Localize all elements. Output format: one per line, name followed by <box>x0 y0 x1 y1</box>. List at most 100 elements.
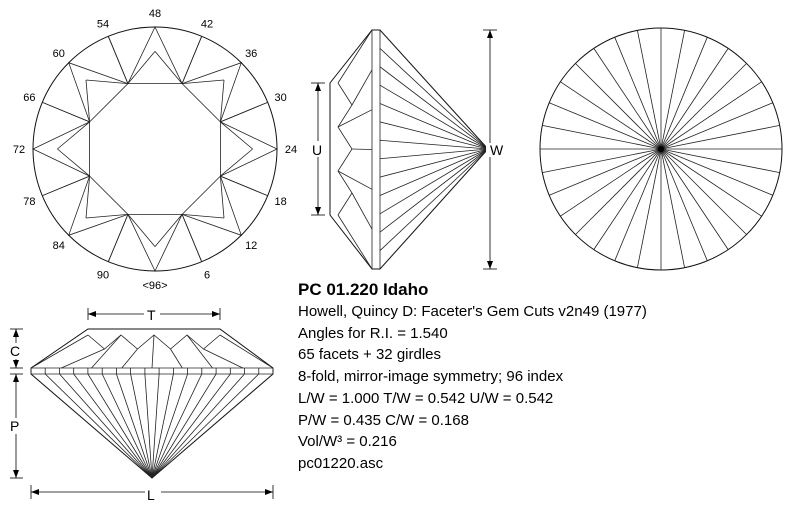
index-label: 66 <box>23 92 35 104</box>
pavilion-ray <box>379 148 489 160</box>
half-facet <box>42 101 90 123</box>
pavilion-main-line <box>614 37 662 150</box>
pavilion-main-line <box>549 102 662 150</box>
pavilion-ray <box>379 148 489 251</box>
index-label: 78 <box>23 196 35 208</box>
pavilion-ray <box>379 66 489 150</box>
crown-edge <box>219 334 274 369</box>
index-label: 48 <box>149 8 161 20</box>
design-title: PC 01.220 Idaho <box>298 280 429 299</box>
pavilion-main-line <box>660 102 773 150</box>
info-line-facets: 65 facets + 32 girdles <box>298 346 442 364</box>
pavilion-main-line <box>660 30 685 150</box>
crown-edge <box>337 109 373 128</box>
pavilion-ray <box>144 373 153 479</box>
pavilion-ray <box>379 148 489 178</box>
kite-facet <box>32 121 90 177</box>
l-label: L <box>147 487 155 503</box>
crown-edge <box>337 170 373 190</box>
pavilion-ray <box>101 373 153 479</box>
crown-zigzag <box>337 82 353 216</box>
half-facet <box>220 101 268 123</box>
c-label: C <box>10 343 20 359</box>
index-label: 12 <box>245 240 257 252</box>
crown-edge <box>186 334 213 369</box>
star-edge <box>154 51 183 84</box>
pavilion-ray <box>151 373 188 479</box>
crown-edge <box>30 334 89 369</box>
elevation-view <box>30 328 274 479</box>
pavilion-ray <box>379 148 489 270</box>
pavilion-main-line <box>593 148 662 250</box>
index-label: 84 <box>53 240 65 252</box>
dimension-t: T <box>87 306 221 323</box>
pavilion-ray <box>151 373 174 479</box>
pavilion-main-line <box>560 81 662 150</box>
index-label: 54 <box>97 18 109 30</box>
p-label: P <box>10 418 19 434</box>
pavilion-ray <box>379 148 489 196</box>
kite-facet <box>220 121 278 177</box>
pavilion-ray <box>379 139 489 150</box>
pavilion-ray <box>151 373 274 479</box>
half-facet <box>42 175 90 197</box>
pavilion-ray <box>379 121 489 150</box>
culet-point <box>658 146 664 152</box>
pavilion-main-line <box>660 148 708 261</box>
pavilion-ray <box>116 373 153 479</box>
star-edge <box>154 214 183 247</box>
crown-edge <box>337 214 373 270</box>
half-facet <box>220 175 268 197</box>
star-edge <box>85 79 91 122</box>
info-line-angles: Angles for R.I. = 1.540 <box>298 324 448 342</box>
index-labels: 48 42 36 30 24 18 12 6 <96> 90 84 78 72 66 60 54 <box>13 8 297 292</box>
w-label: W <box>490 142 504 158</box>
pavilion-ray <box>379 103 489 150</box>
star-edge <box>182 79 225 85</box>
index-label: <96> <box>142 280 167 292</box>
pavilion-main-line <box>575 148 662 235</box>
crown-edge <box>170 348 183 369</box>
pavilion-ray <box>151 373 203 479</box>
index-label: 36 <box>245 48 257 60</box>
info-line-symmetry: 8-fold, mirror-image symmetry; 96 index <box>298 368 564 386</box>
info-line-author: Howell, Quincy D: Faceter's Gem Cuts v2n… <box>298 303 647 320</box>
star-edge <box>57 148 90 177</box>
crown-edge <box>351 148 373 150</box>
info-line-filename: pc01220.asc <box>298 454 384 472</box>
index-label: 90 <box>97 270 109 282</box>
crown-edge <box>351 192 373 230</box>
side-outline <box>329 29 489 270</box>
index-label: 60 <box>53 48 65 60</box>
pavilion-bottom-view <box>539 27 783 271</box>
star-edge <box>127 51 156 84</box>
crown-edge <box>151 334 155 369</box>
star-edge <box>57 121 90 150</box>
pavilion-main-line <box>637 30 662 150</box>
pavilion-ray <box>379 148 489 233</box>
side-profile-view <box>329 29 489 270</box>
pavilion-main-line <box>660 148 780 173</box>
pavilion-main-line <box>660 37 708 150</box>
kite-facet <box>68 62 129 123</box>
pavilion-ray <box>151 373 245 479</box>
star-edge <box>220 121 253 150</box>
dimension-w: W <box>483 29 504 270</box>
pavilion-main-line <box>660 148 762 217</box>
star-edge <box>127 214 156 247</box>
pavilion-main-line <box>660 63 747 150</box>
crown-edge <box>91 334 122 369</box>
pavilion-ray <box>44 373 153 479</box>
pavilion-main-line <box>660 148 773 196</box>
pavilion-main-line <box>660 125 780 150</box>
kite-facet <box>127 214 183 272</box>
kite-facet <box>127 26 183 84</box>
pavilion-ray <box>30 373 153 479</box>
pavilion-main-line <box>660 48 729 150</box>
pavilion-main-line <box>542 125 662 150</box>
kite-facet <box>181 175 242 236</box>
pavilion-main-line <box>542 148 662 173</box>
index-label: 24 <box>285 144 297 156</box>
info-line-volume: Vol/W³ = 0.216 <box>298 433 397 451</box>
